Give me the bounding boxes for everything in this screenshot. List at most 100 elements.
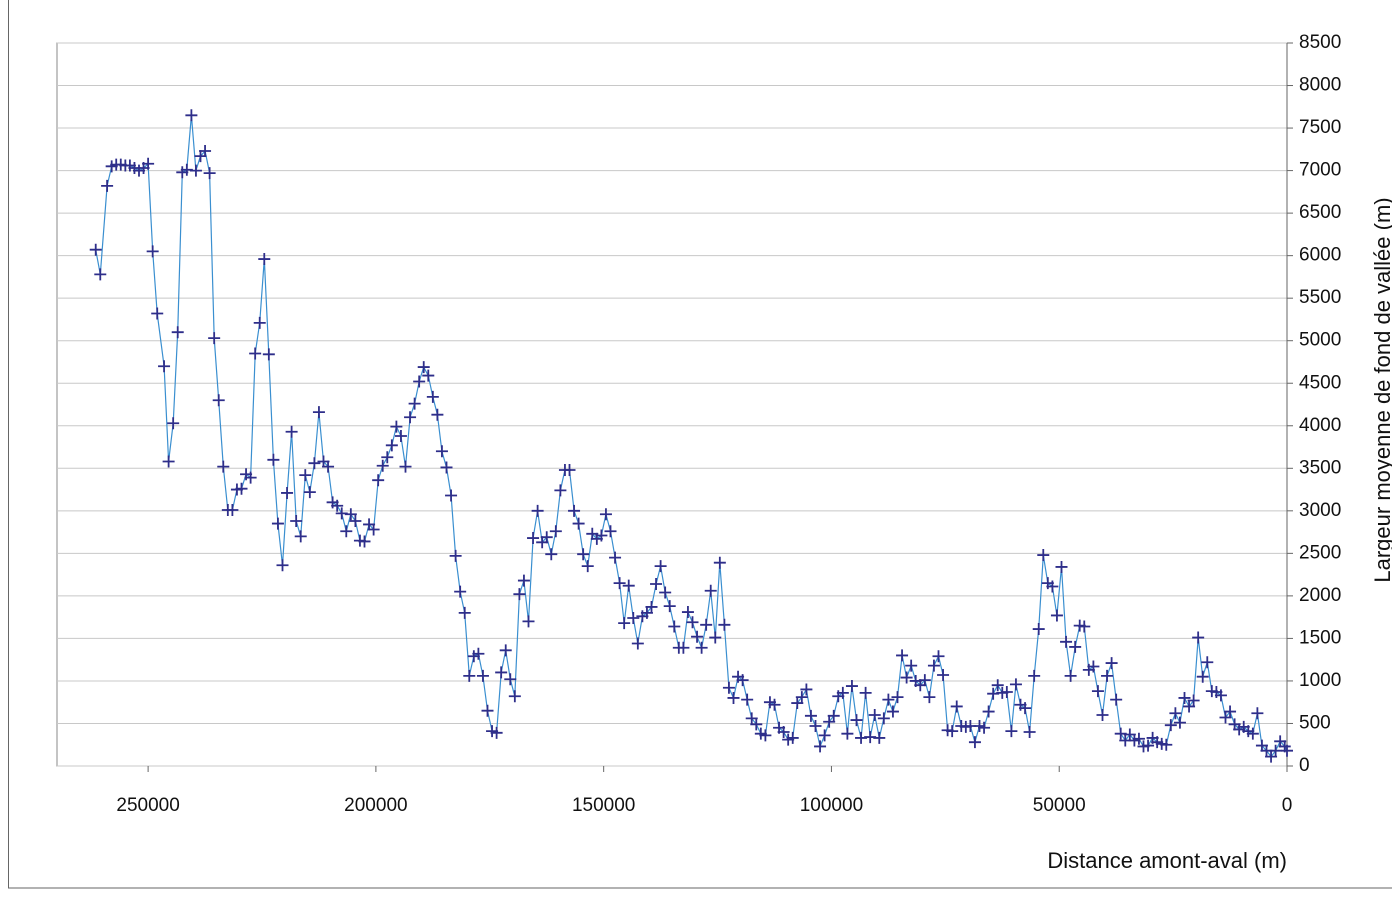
data-marker: [631, 637, 644, 650]
data-marker: [1201, 656, 1214, 669]
data-marker: [151, 307, 164, 320]
data-marker: [750, 718, 763, 731]
data-marker: [1110, 693, 1123, 706]
data-marker: [262, 348, 275, 361]
data-marker: [1087, 660, 1100, 673]
y-tick-label: 6000: [1299, 245, 1341, 266]
data-marker: [408, 397, 421, 410]
data-marker: [435, 445, 448, 458]
data-marker: [1187, 694, 1200, 707]
data-marker: [800, 683, 813, 696]
data-marker: [142, 157, 155, 170]
data-marker: [659, 586, 672, 599]
data-marker: [299, 469, 312, 482]
data-marker: [290, 515, 303, 528]
data-marker: [795, 691, 808, 704]
data-marker: [285, 425, 298, 438]
plot-area: [56, 42, 1288, 767]
data-marker: [1246, 727, 1259, 740]
x-tick-label: 0: [1282, 795, 1293, 816]
data-marker: [349, 515, 362, 528]
data-marker: [226, 503, 239, 516]
y-tick-label: 4000: [1299, 415, 1341, 436]
data-marker: [399, 460, 412, 473]
data-marker: [522, 615, 535, 628]
data-marker: [413, 375, 426, 388]
x-tick-label: 200000: [344, 795, 407, 816]
data-marker: [900, 671, 913, 684]
data-marker: [686, 616, 699, 629]
x-tick-label: 50000: [1033, 795, 1086, 816]
y-tick-label: 3500: [1299, 457, 1341, 478]
data-marker: [877, 712, 890, 725]
y-tick-label: 7500: [1299, 117, 1341, 138]
data-marker: [841, 727, 854, 740]
data-marker: [203, 167, 216, 180]
data-marker: [495, 666, 508, 679]
data-marker: [167, 417, 180, 430]
data-marker: [827, 709, 840, 722]
data-marker: [244, 471, 257, 484]
data-marker: [896, 649, 909, 662]
x-axis-label: Distance amont-aval (m): [1047, 848, 1287, 873]
data-marker: [923, 691, 936, 704]
data-marker: [1046, 580, 1059, 593]
data-marker: [850, 714, 863, 727]
data-marker: [691, 630, 704, 643]
data-marker: [1196, 670, 1209, 683]
data-marker: [101, 179, 114, 192]
y-tick-label: 0: [1299, 755, 1310, 776]
data-marker: [1037, 549, 1050, 562]
data-marker: [476, 669, 489, 682]
data-marker: [253, 316, 266, 329]
data-marker: [713, 556, 726, 569]
data-marker: [490, 726, 503, 739]
data-marker: [818, 729, 831, 742]
frame: [8, 0, 1392, 889]
data-marker: [554, 484, 567, 497]
data-marker: [417, 361, 430, 374]
data-marker: [654, 560, 667, 573]
data-marker: [809, 720, 822, 733]
data-marker: [991, 679, 1004, 692]
data-marker: [281, 486, 294, 499]
data-marker: [709, 631, 722, 644]
data-marker: [1005, 725, 1018, 738]
data-marker: [1132, 732, 1145, 745]
data-marker: [1023, 725, 1036, 738]
data-marker: [950, 700, 963, 713]
data-marker: [422, 369, 435, 382]
data-marker: [458, 606, 471, 619]
data-marker: [394, 429, 407, 442]
data-marker: [404, 411, 417, 424]
data-marker: [1192, 631, 1205, 644]
data-marker: [563, 463, 576, 476]
data-marker: [545, 548, 558, 561]
data-marker: [508, 690, 521, 703]
data-marker: [1064, 669, 1077, 682]
data-marker: [385, 439, 398, 452]
y-tick-label: 2000: [1299, 585, 1341, 606]
data-marker: [604, 525, 617, 538]
data-marker: [927, 659, 940, 672]
data-marker: [722, 681, 735, 694]
data-marker: [454, 585, 467, 598]
y-tick-label: 8500: [1299, 32, 1341, 53]
data-marker: [146, 245, 159, 258]
data-marker: [937, 668, 950, 681]
x-tick-label: 100000: [800, 795, 863, 816]
data-marker: [622, 579, 635, 592]
data-marker: [982, 705, 995, 718]
data-marker: [367, 523, 380, 536]
y-tick-label: 500: [1299, 712, 1331, 733]
data-marker: [208, 332, 221, 345]
data-marker: [308, 457, 321, 470]
data-marker: [727, 691, 740, 704]
data-marker: [873, 731, 886, 744]
data-marker: [89, 243, 102, 256]
data-marker: [504, 673, 517, 686]
data-marker: [1214, 689, 1227, 702]
data-marker: [217, 460, 230, 473]
data-marker: [741, 693, 754, 706]
